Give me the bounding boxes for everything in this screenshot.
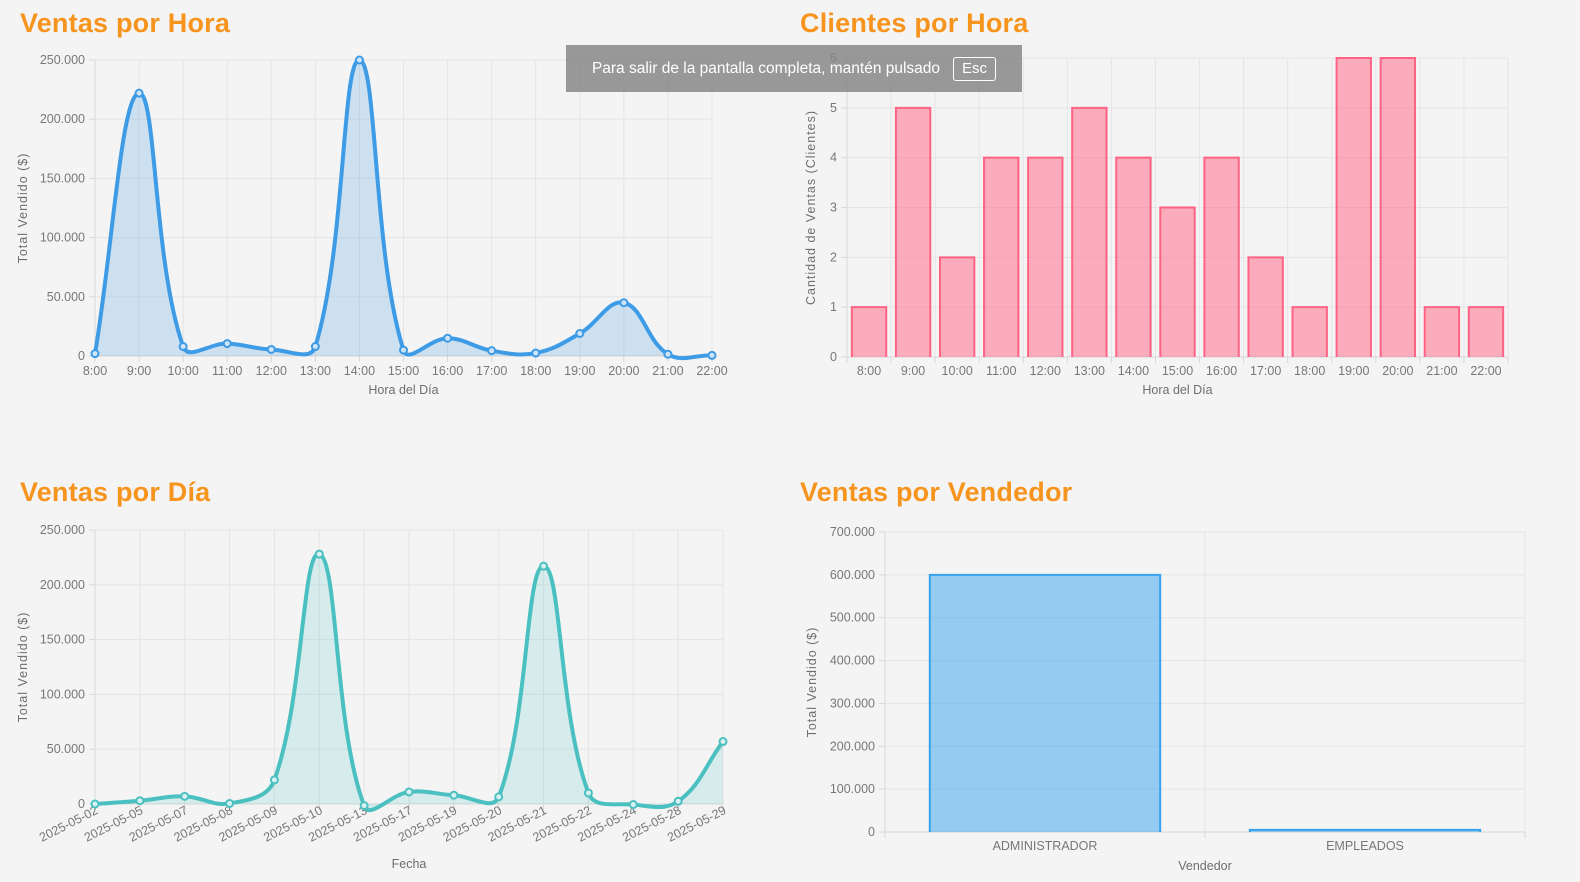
esc-key-label: Esc [953,56,997,81]
chart-title-clientes-por-hora: Clientes por Hora [800,8,1029,38]
fullscreen-exit-message: Para salir de la pantalla completa, mant… [591,59,941,77]
svg-text:17:00: 17:00 [476,364,507,378]
svg-text:18:00: 18:00 [1294,364,1325,378]
svg-text:Hora del Día: Hora del Día [368,383,438,397]
chart-canvas-clientes-por-hora[interactable]: 01234568:009:0010:0011:0012:0013:0014:00… [790,45,1580,412]
svg-text:21:00: 21:00 [1426,364,1457,378]
svg-text:250.000: 250.000 [40,53,85,67]
svg-text:18:00: 18:00 [520,364,551,378]
svg-text:13:00: 13:00 [1074,364,1105,378]
svg-text:300.000: 300.000 [830,696,875,710]
svg-text:100.000: 100.000 [40,231,85,245]
svg-text:ADMINISTRADOR: ADMINISTRADOR [993,839,1098,853]
fullscreen-exit-toast: Para salir de la pantalla completa, mant… [566,45,1022,92]
svg-text:400.000: 400.000 [830,654,875,668]
svg-text:22:00: 22:00 [696,364,727,378]
svg-text:8:00: 8:00 [83,364,107,378]
svg-text:Total Vendido ($): Total Vendido ($) [805,627,819,738]
svg-text:150.000: 150.000 [40,171,85,185]
svg-text:12:00: 12:00 [1030,364,1061,378]
svg-text:12:00: 12:00 [256,364,287,378]
svg-text:9:00: 9:00 [127,364,151,378]
svg-text:20:00: 20:00 [1382,364,1413,378]
svg-text:22:00: 22:00 [1470,364,1501,378]
svg-text:0: 0 [830,350,837,364]
svg-text:0: 0 [78,797,85,811]
svg-text:Total Vendido ($): Total Vendido ($) [16,612,30,723]
svg-text:50.000: 50.000 [47,742,85,756]
svg-text:8:00: 8:00 [857,364,881,378]
svg-text:20:00: 20:00 [608,364,639,378]
svg-text:15:00: 15:00 [1162,364,1193,378]
svg-text:3: 3 [830,201,837,215]
svg-text:600.000: 600.000 [830,568,875,582]
chart-canvas-ventas-por-hora[interactable]: 0 50.000 100.000 150.000 200.000 250.000 8:00 9… [0,45,780,412]
svg-text:4: 4 [830,151,837,165]
svg-text:10:00: 10:00 [942,364,973,378]
chart-canvas-ventas-por-dia[interactable]: 050.000100.000150.000200.000250.0002025-… [0,515,780,882]
chart-canvas-ventas-por-vendedor[interactable]: 0 100.000 200.000 300.000 400.000 500.000 600.… [790,515,1580,882]
svg-text:11:00: 11:00 [986,364,1016,378]
svg-text:200.000: 200.000 [830,739,875,753]
svg-text:5: 5 [830,101,837,115]
svg-text:2: 2 [830,250,837,264]
svg-text:500.000: 500.000 [830,611,875,625]
svg-text:0: 0 [78,349,85,363]
svg-text:Vendedor: Vendedor [1178,859,1232,873]
chart-title-ventas-por-hora: Ventas por Hora [20,8,231,38]
svg-text:17:00: 17:00 [1250,364,1281,378]
svg-text:9:00: 9:00 [901,364,925,378]
svg-text:14:00: 14:00 [344,364,375,378]
svg-text:0: 0 [868,825,875,839]
svg-text:19:00: 19:00 [1338,364,1369,378]
svg-text:Cantidad de Ventas (Clientes): Cantidad de Ventas (Clientes) [804,110,818,305]
svg-text:11:00: 11:00 [212,364,242,378]
svg-text:16:00: 16:00 [432,364,463,378]
svg-text:50.000: 50.000 [47,290,85,304]
svg-text:EMPLEADOS: EMPLEADOS [1326,839,1404,853]
svg-text:13:00: 13:00 [300,364,331,378]
svg-text:700.000: 700.000 [830,525,875,539]
svg-text:200.000: 200.000 [40,112,85,126]
svg-text:21:00: 21:00 [652,364,683,378]
svg-text:250.000: 250.000 [40,523,85,537]
svg-text:Hora del Día: Hora del Día [1142,383,1212,397]
svg-text:Total Vendido ($): Total Vendido ($) [16,153,30,264]
svg-text:100.000: 100.000 [40,687,85,701]
svg-text:19:00: 19:00 [564,364,595,378]
svg-text:10:00: 10:00 [168,364,199,378]
svg-text:200.000: 200.000 [40,578,85,592]
svg-text:16:00: 16:00 [1206,364,1237,378]
chart-title-ventas-por-vendedor: Ventas por Vendedor [800,477,1073,507]
svg-text:150.000: 150.000 [40,633,85,647]
chart-title-ventas-por-dia: Ventas por Día [20,477,211,507]
svg-text:Fecha: Fecha [392,857,427,871]
svg-text:15:00: 15:00 [388,364,419,378]
svg-text:100.000: 100.000 [830,782,875,796]
svg-text:14:00: 14:00 [1118,364,1149,378]
svg-text:1: 1 [830,300,837,314]
